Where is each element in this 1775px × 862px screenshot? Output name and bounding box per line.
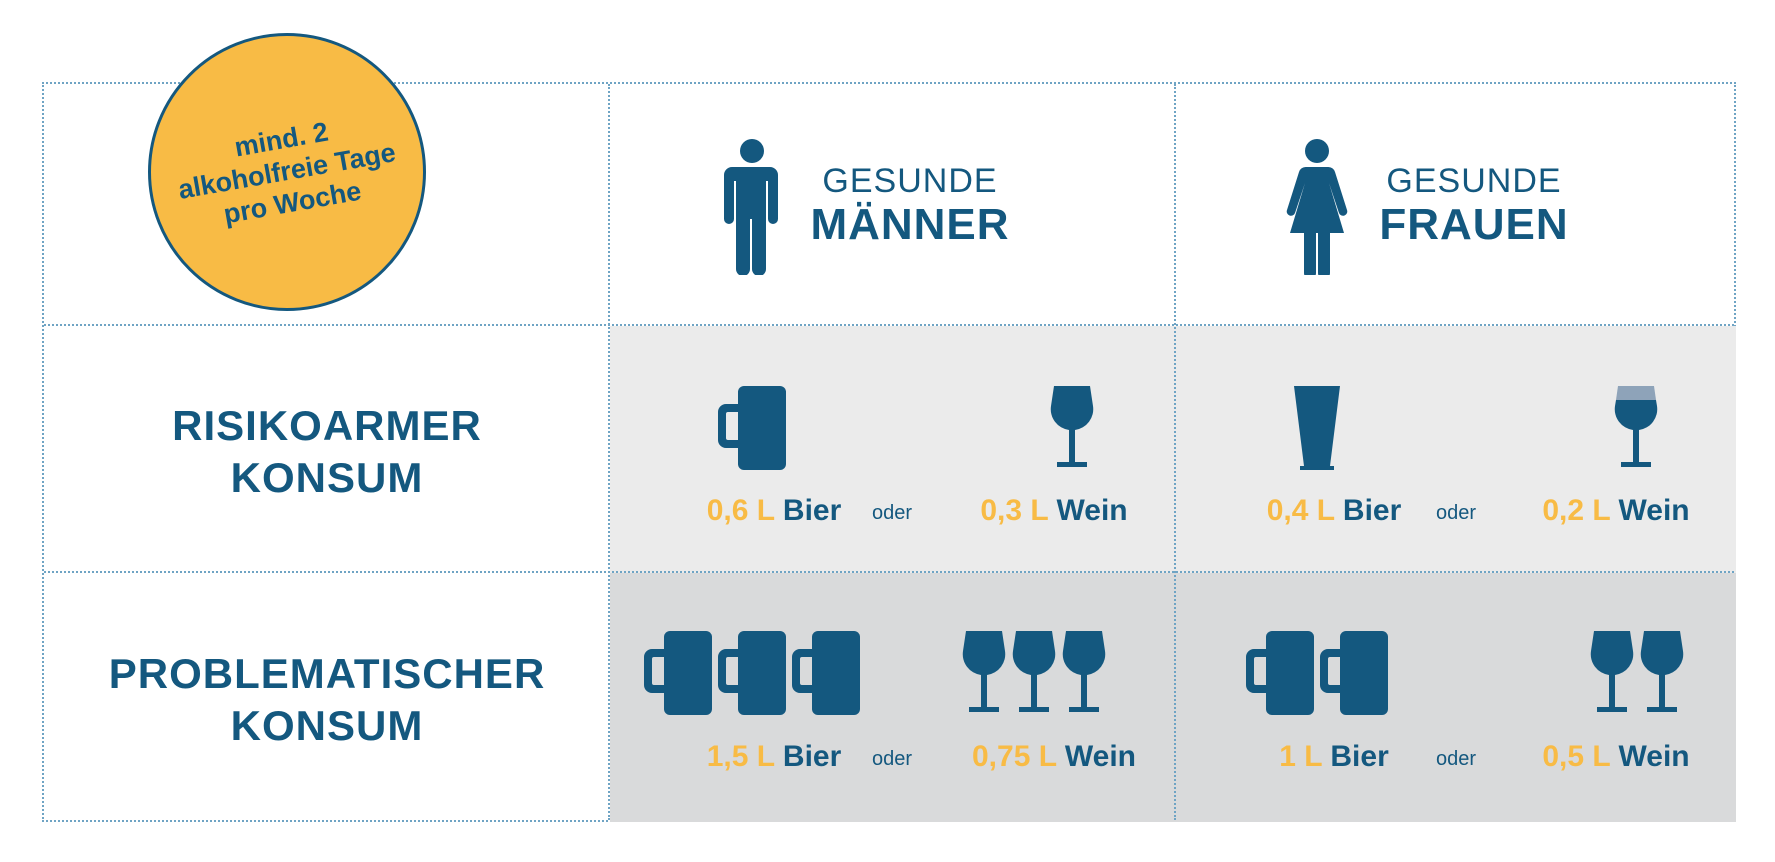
men-header-sub: GESUNDE [822,162,998,200]
women-header-sub: GESUNDE [1386,162,1562,200]
amount-wine: 0,75 L Wein [949,740,1159,774]
amount-wine: 0,5 L Wein [1526,740,1706,774]
badge-text: mind. 2 alkoholfreie Tage pro Woche [156,103,419,241]
women-header-title: FRAUEN [1379,200,1569,249]
amount-value: 1,5 L [706,740,775,773]
amount-beer: 0,4 L Bier [1244,494,1424,528]
amount-wine: 0,3 L Wein [964,494,1144,528]
beverage-label: Wein [1618,740,1690,773]
row-label-problematic: PROBLEMATISCHER KONSUM [44,648,610,752]
row-label-line: KONSUM [230,702,424,749]
beverage-label: Wein [1056,494,1128,527]
wine-glass-partial-icon [1614,386,1658,467]
connector-text: oder [871,748,913,770]
beer-glass-icon [1294,386,1340,470]
connector-text: oder [871,502,913,524]
amount-value: 0,75 L [972,740,1057,773]
cell-risk-low-men-bg [610,326,1176,573]
wine-glass-icon [1012,631,1056,712]
wine-glass-icon [1590,631,1634,712]
row-label-line: KONSUM [230,454,424,501]
beverage-label: Bier [1330,740,1389,773]
alcohol-free-days-badge: mind. 2 alkoholfreie Tage pro Woche [148,33,426,311]
amount-beer: 1,5 L Bier [684,740,864,774]
grid-divider [44,571,1734,573]
beverage-label: Wein [1064,740,1136,773]
beer-mug-icon [1246,631,1314,715]
amount-value: 1 L [1279,740,1323,773]
amount-beer: 0,6 L Bier [684,494,864,528]
beer-mug-icon [644,631,712,715]
amount-value: 0,4 L [1266,494,1335,527]
wine-glass-icon [1062,631,1106,712]
row-label-line: PROBLEMATISCHER [108,650,546,697]
beverage-label: Bier [782,494,842,527]
grid-divider [44,324,1734,326]
beverage-label: Wein [1618,494,1690,527]
row-label-line: RISIKOARMER [172,402,482,449]
consumption-table: GESUNDE MÄNNER GESUNDE FRAUEN RISIKOARME… [42,82,1736,822]
amount-beer: 1 L Bier [1244,740,1424,774]
beverage-label: Bier [782,740,842,773]
amount-value: 0,3 L [980,494,1049,527]
man-icon [724,139,778,275]
wine-glass-icon [1050,386,1094,467]
connector-text: oder [1435,502,1477,524]
beer-mug-icon [718,631,786,715]
men-header-title: MÄNNER [810,200,1010,249]
row-label-risk-low: RISIKOARMER KONSUM [44,400,610,504]
amount-value: 0,2 L [1542,494,1611,527]
amount-wine: 0,2 L Wein [1526,494,1706,528]
beverage-label: Bier [1342,494,1402,527]
connector-text: oder [1435,748,1477,770]
beer-mug-icon [792,631,860,715]
wine-glass-icon [962,631,1006,712]
beer-mug-icon [1320,631,1388,715]
amount-value: 0,6 L [706,494,775,527]
beer-mug-icon [718,386,786,470]
wine-glass-icon [1640,631,1684,712]
amount-value: 0,5 L [1542,740,1611,773]
grid-divider [1174,84,1176,820]
woman-icon [1286,139,1348,275]
cell-risk-low-women-bg [1176,326,1736,573]
grid-divider [608,84,610,820]
